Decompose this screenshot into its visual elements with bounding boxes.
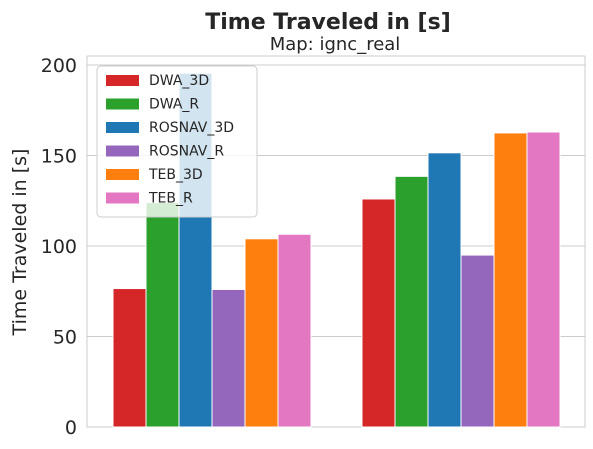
legend-label: ROSNAV_3D: [149, 120, 234, 136]
chart-title: Map: ignc_real: [270, 34, 401, 55]
bar-dwa-3d: [112, 288, 147, 428]
legend-label: DWA_R: [149, 97, 199, 113]
bar-teb-r: [526, 131, 561, 428]
y-tick-label: 150: [41, 146, 77, 168]
legend-label: ROSNAV_R: [149, 144, 224, 160]
y-tick-label: 100: [41, 236, 77, 258]
legend-swatch: [106, 98, 139, 110]
legend-label: DWA_3D: [149, 73, 209, 89]
legend-swatch: [106, 75, 139, 86]
legend-swatch: [106, 192, 139, 204]
plot-frame: [86, 55, 586, 428]
legend-label: TEB_3D: [148, 167, 203, 183]
bar-teb-3d: [493, 132, 528, 428]
bar-dwa-r: [394, 175, 429, 428]
y-axis-label: Time Traveled in [s]: [9, 149, 31, 337]
bar-rosnav-r: [460, 254, 495, 428]
legend-swatch: [106, 169, 139, 180]
bar-rosnav-3d: [427, 152, 462, 428]
bar-rosnav-r: [211, 288, 246, 428]
bar-teb-3d: [244, 238, 279, 428]
plot-area: 0 50 100 150 200 DWA_3D DWA_R ROSNAV_3D ROSNAV_R…: [41, 55, 586, 439]
chart-suptitle: Time Traveled in [s]: [205, 10, 451, 35]
legend-label: TEB_R: [148, 191, 193, 207]
y-tick-label: 0: [65, 417, 77, 439]
bar-dwa-r: [145, 202, 180, 428]
legend-swatch: [106, 122, 139, 133]
bar-teb-r: [277, 233, 312, 428]
bar-dwa-3d: [361, 198, 396, 428]
legend-swatch: [106, 145, 139, 157]
y-tick-label: 50: [53, 327, 77, 349]
y-tick-label: 200: [41, 55, 77, 77]
